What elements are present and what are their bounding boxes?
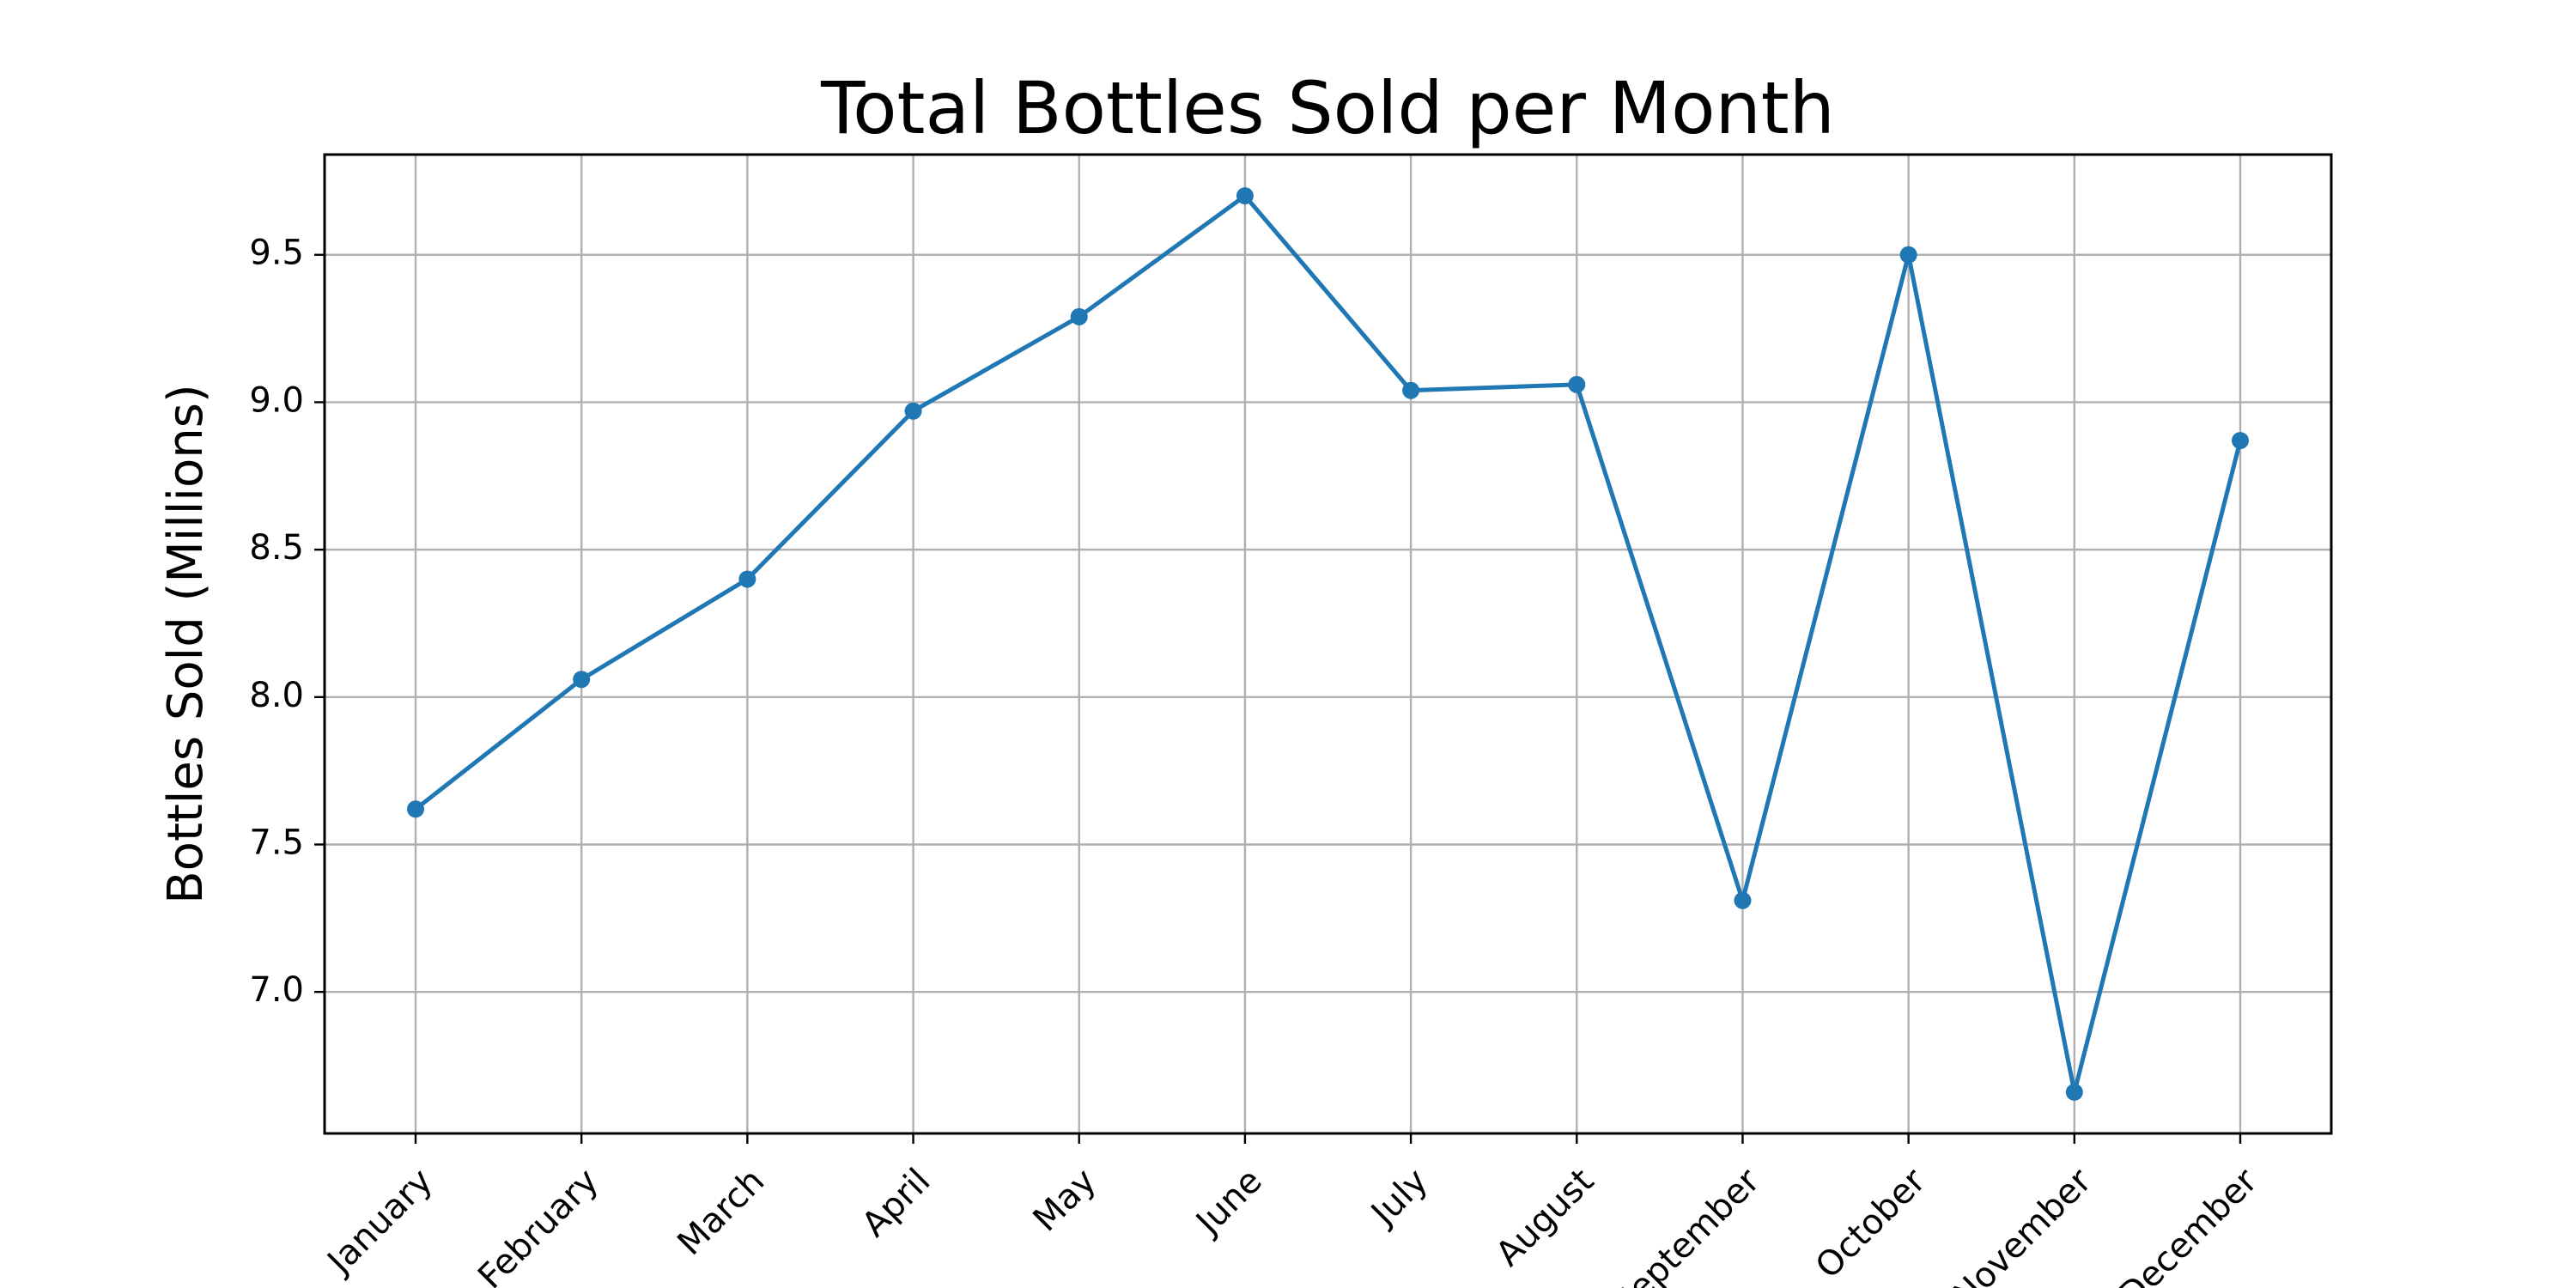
data-point xyxy=(1899,246,1917,264)
data-point xyxy=(904,402,922,420)
data-point xyxy=(2232,432,2249,450)
series-layer xyxy=(407,187,2249,1101)
data-point xyxy=(1070,307,1088,325)
data-point xyxy=(1734,891,1752,909)
data-point xyxy=(1568,375,1586,393)
data-point xyxy=(1236,187,1254,205)
plot-frame xyxy=(323,153,2333,1135)
y-tick-label: 9.5 xyxy=(249,234,304,273)
data-point xyxy=(1402,381,1420,399)
y-axis-label: Bottles Sold (Millions) xyxy=(158,384,214,903)
series-line xyxy=(413,193,2243,1095)
grid-lines xyxy=(325,155,2331,1133)
data-point xyxy=(407,800,424,818)
y-tick-label: 7.0 xyxy=(249,970,304,1010)
y-tick-label: 9.0 xyxy=(249,380,304,420)
data-point xyxy=(2065,1083,2083,1101)
y-tick-label: 8.5 xyxy=(249,528,304,568)
data-point xyxy=(573,671,591,689)
y-tick-label: 8.0 xyxy=(249,676,304,715)
y-tick-label: 7.5 xyxy=(249,823,304,862)
data-point xyxy=(738,570,756,588)
chart-title: Total Bottles Sold per Month xyxy=(820,66,1835,150)
